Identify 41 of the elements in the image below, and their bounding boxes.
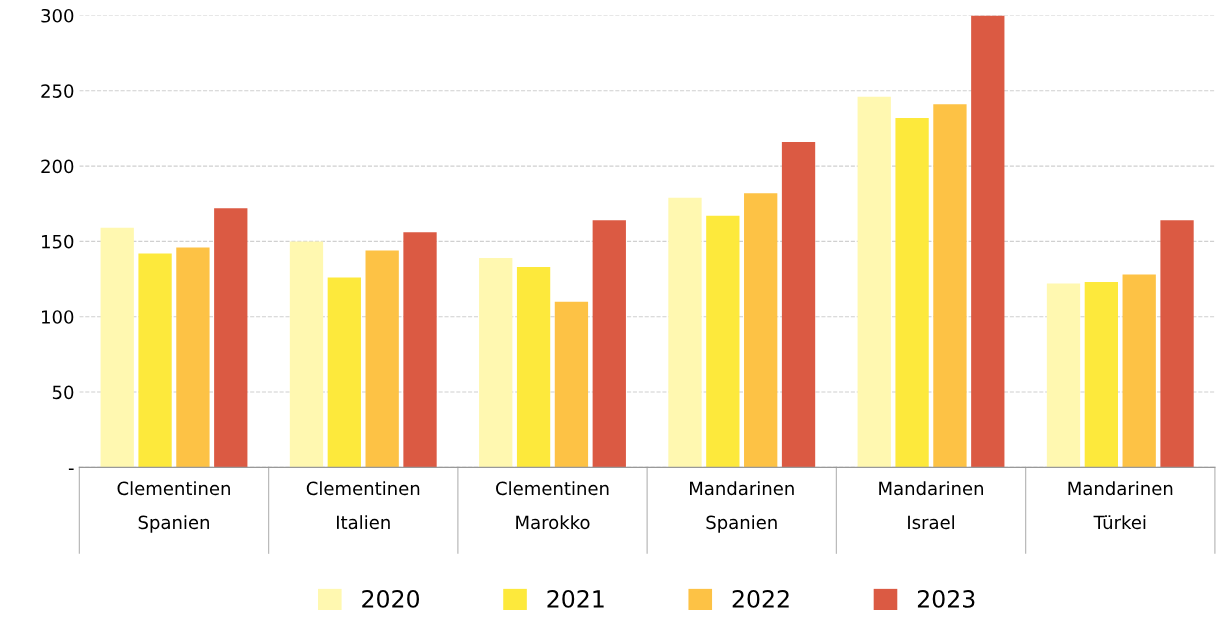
- y-tick-label: 150: [42, 234, 74, 249]
- bar: [933, 104, 967, 468]
- bar: [706, 215, 740, 468]
- bar: [1160, 220, 1194, 468]
- y-tick-label: 200: [41, 159, 74, 174]
- bar: [1122, 274, 1156, 468]
- bar: [365, 250, 399, 468]
- bar: [857, 96, 891, 468]
- y-tick-label: 250: [41, 84, 74, 98]
- x-tick-label: Mandarinen Israel: [879, 481, 983, 530]
- bar: [971, 15, 1005, 468]
- bar: [744, 193, 778, 468]
- bar: [403, 232, 437, 468]
- bar: [289, 241, 324, 468]
- y-tick-label: 100: [42, 310, 74, 324]
- bar: [1084, 282, 1118, 468]
- legend-label: 2022: [732, 589, 789, 608]
- legend-label: 2020: [362, 589, 420, 608]
- x-tick-label: Mandarinen Spanien: [690, 481, 794, 533]
- x-tick-label: Mandarinen Türkei: [1068, 481, 1173, 530]
- y-tick-label: -: [68, 468, 74, 470]
- bar: [895, 117, 929, 468]
- bar: [1046, 283, 1081, 468]
- bar: [668, 197, 702, 468]
- x-tick-label: Clementinen Spanien: [117, 481, 230, 533]
- bar: [592, 220, 626, 468]
- bar: [100, 227, 134, 468]
- bar: [214, 208, 248, 468]
- bar: [479, 257, 513, 468]
- bar: [327, 277, 361, 468]
- y-tick-label: 50: [52, 385, 74, 400]
- x-tick-label: Clementinen Italien: [306, 481, 420, 530]
- bar: [516, 267, 551, 468]
- bar: [554, 301, 589, 468]
- x-tick-label: Clementinen Marokko: [496, 481, 609, 530]
- bar: [781, 142, 816, 468]
- y-tick-label: 300: [41, 8, 74, 23]
- legend-label: 2023: [917, 589, 975, 608]
- legend-label: 2021: [547, 589, 604, 608]
- bar: [176, 247, 210, 468]
- bar: [138, 253, 172, 468]
